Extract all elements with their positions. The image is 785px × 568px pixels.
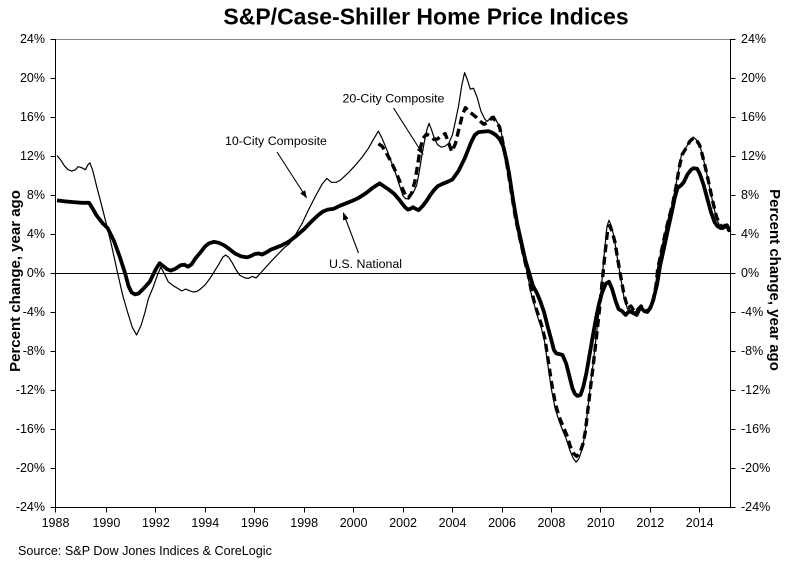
svg-text:2008: 2008 <box>537 516 565 530</box>
svg-text:4%: 4% <box>741 227 759 241</box>
svg-text:Source: S&P Dow Jones Indices: Source: S&P Dow Jones Indices & CoreLogi… <box>18 544 272 558</box>
svg-text:4%: 4% <box>27 227 45 241</box>
svg-text:8%: 8% <box>741 188 759 202</box>
svg-text:16%: 16% <box>20 110 45 124</box>
svg-text:-8%: -8% <box>23 344 45 358</box>
svg-text:-4%: -4% <box>23 305 45 319</box>
svg-text:Percent change, year ago: Percent change, year ago <box>7 190 24 372</box>
svg-text:U.S. National: U.S. National <box>329 257 402 271</box>
svg-text:2014: 2014 <box>686 516 714 530</box>
svg-text:-20%: -20% <box>16 461 45 475</box>
svg-text:1996: 1996 <box>241 516 269 530</box>
svg-text:Percent change, year ago: Percent change, year ago <box>766 189 783 371</box>
svg-text:-20%: -20% <box>741 461 770 475</box>
svg-text:12%: 12% <box>741 149 766 163</box>
svg-text:2006: 2006 <box>488 516 516 530</box>
svg-text:2010: 2010 <box>587 516 615 530</box>
svg-text:16%: 16% <box>741 110 766 124</box>
svg-text:-24%: -24% <box>16 500 45 514</box>
svg-text:12%: 12% <box>20 149 45 163</box>
svg-text:24%: 24% <box>20 32 45 46</box>
svg-text:-12%: -12% <box>741 383 770 397</box>
svg-text:20%: 20% <box>20 71 45 85</box>
svg-text:-16%: -16% <box>16 422 45 436</box>
svg-text:1990: 1990 <box>92 516 120 530</box>
svg-text:0%: 0% <box>741 266 759 280</box>
svg-text:24%: 24% <box>741 32 766 46</box>
svg-text:8%: 8% <box>27 188 45 202</box>
svg-text:S&P/Case-Shiller Home Price In: S&P/Case-Shiller Home Price Indices <box>223 4 628 30</box>
svg-text:2002: 2002 <box>389 516 417 530</box>
svg-text:-24%: -24% <box>741 500 770 514</box>
svg-text:2012: 2012 <box>636 516 664 530</box>
svg-text:20%: 20% <box>741 71 766 85</box>
svg-text:-8%: -8% <box>741 344 763 358</box>
svg-text:10-City Composite: 10-City Composite <box>225 134 327 148</box>
svg-text:0%: 0% <box>27 266 45 280</box>
svg-text:1992: 1992 <box>142 516 170 530</box>
svg-text:1998: 1998 <box>290 516 318 530</box>
svg-text:1994: 1994 <box>191 516 219 530</box>
svg-text:1988: 1988 <box>42 516 70 530</box>
svg-text:2004: 2004 <box>439 516 467 530</box>
svg-text:-16%: -16% <box>741 422 770 436</box>
svg-text:-12%: -12% <box>16 383 45 397</box>
svg-text:-4%: -4% <box>741 305 763 319</box>
svg-text:20-City Composite: 20-City Composite <box>343 92 445 106</box>
svg-text:2000: 2000 <box>340 516 368 530</box>
